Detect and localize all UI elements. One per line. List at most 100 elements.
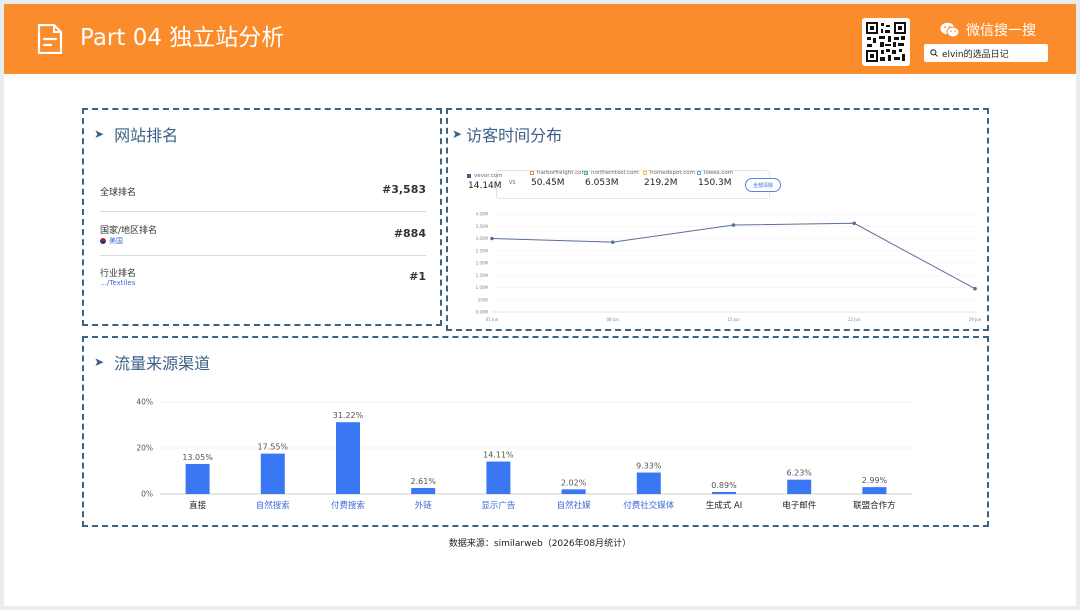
legend-item[interactable]: northerntool.com 6.053M [584, 170, 639, 188]
search-icon [930, 49, 938, 57]
category-label: 电子邮件 [782, 500, 817, 511]
wechat-search-text: 微信搜一搜 [966, 23, 1036, 39]
legend-value: 150.3M [698, 178, 732, 188]
y-tick-label: 2.50M [476, 248, 489, 253]
legend-item[interactable]: harborfreight.com 50.45M [530, 170, 587, 188]
search-input[interactable]: elvin的选品日记 [924, 44, 1048, 62]
traffic-panel: ➤ 流量来源渠道 0% 20% 40% 13.05% 直接 17.55% 自然搜索 31.22… [82, 336, 989, 527]
wechat-icon [940, 22, 960, 38]
rank-value: #1 [409, 270, 426, 283]
y-tick-label: 40% [136, 398, 153, 407]
rank-row-industry: 行业排名 …/Textiles #1 [100, 266, 426, 292]
vs-label: VS [509, 180, 516, 186]
x-tick-label: 01 Jun [486, 317, 499, 322]
bar[interactable] [260, 453, 285, 494]
data-point[interactable] [973, 286, 977, 291]
y-tick-label: 4.00M [476, 212, 489, 217]
rank-label: 国家/地区排名 [100, 226, 158, 236]
y-tick-label: 3.00M [476, 236, 489, 241]
x-tick-label: 22 Jun [848, 317, 861, 322]
legend-name: vevor.com [474, 173, 503, 179]
category-label[interactable]: 显示广告 [481, 500, 515, 511]
wechat-search-label: 微信搜一搜 [940, 20, 1036, 40]
category-label[interactable]: 自然社媒 [557, 500, 592, 511]
bar[interactable] [787, 479, 812, 494]
category-label[interactable]: 自然搜索 [256, 500, 290, 511]
legend-value: 6.053M [585, 178, 619, 188]
divider [100, 211, 426, 212]
bar-value-label: 0.89% [711, 481, 737, 490]
x-tick-label: 29 Jun [969, 317, 982, 322]
legend-swatch [467, 174, 471, 178]
legend-swatch [584, 171, 588, 175]
page-title: Part 04 独立站分析 [80, 25, 285, 51]
bar-value-label: 13.05% [182, 453, 213, 462]
bar-value-label: 6.23% [786, 469, 812, 478]
bar-value-label: 17.55% [258, 443, 289, 452]
y-tick-label: 1.50M [476, 273, 489, 278]
bar-value-label: 14.11% [483, 451, 514, 460]
bar[interactable] [486, 461, 511, 494]
data-point[interactable] [490, 236, 494, 241]
search-value: elvin的选品日记 [942, 49, 1009, 60]
legend-name: harborfreight.com [537, 170, 587, 176]
legend-item[interactable]: lowes.com 150.3M [697, 170, 733, 188]
chevron-right-icon: ➤ [94, 355, 105, 369]
visitors-title-text: 访客时间分布 [466, 126, 563, 145]
x-tick-label: 15 Jun [727, 317, 740, 322]
bar-value-label: 9.33% [636, 462, 662, 471]
y-tick-label: 1.00M [476, 285, 489, 290]
ranking-title-text: 网站排名 [114, 126, 179, 145]
bar-value-label: 2.02% [561, 478, 587, 487]
bar[interactable] [862, 487, 887, 494]
legend-value: 219.2M [644, 178, 678, 188]
y-tick-label: 3.50M [476, 224, 489, 229]
bar[interactable] [336, 422, 360, 494]
rank-sub[interactable]: 美国 [100, 236, 123, 246]
bar-value-label: 2.99% [862, 476, 888, 485]
x-tick-label: 08 Jun [606, 317, 619, 322]
data-point[interactable] [610, 240, 615, 244]
visitors-title: ➤ 访客时间分布 [452, 122, 562, 146]
visitors-line-chart: 0.00M 500K 1.00M 1.50M 2.00M 2.50M 3.00M 3.50M 4… [476, 212, 982, 323]
bar[interactable] [411, 487, 436, 494]
us-flag-icon [100, 238, 106, 244]
y-tick-label: 0% [141, 490, 153, 499]
traffic-bar-chart: 0% 20% 40% 13.05% 直接 17.55% 自然搜索 31.22% 付费搜索 2.61… [136, 398, 912, 511]
qr-code-icon [866, 22, 906, 62]
compare-box [496, 170, 770, 199]
rank-row-global: 全球排名 #3,583 [100, 183, 426, 199]
y-tick-label: 20% [136, 444, 153, 453]
bar[interactable] [636, 472, 661, 494]
rank-value: #3,583 [381, 183, 426, 196]
rank-row-country: 国家/地区排名 美国 #884 [100, 223, 426, 249]
legend-item[interactable]: homedepot.com 219.2M [643, 170, 695, 188]
bar[interactable] [712, 491, 736, 494]
rank-sub[interactable]: …/Textiles [100, 279, 136, 287]
category-label: 生成式 AI [706, 500, 743, 511]
ranking-panel: ➤ 网站排名 全球排名 #3,583 国家/地区排名 美国 #884 行业排名 … [82, 108, 442, 326]
y-tick-label: 0.00M [476, 310, 489, 315]
legend-name: homedepot.com [650, 170, 695, 176]
bar-value-label: 2.61% [410, 477, 436, 486]
legend-swatch [530, 171, 534, 175]
rank-value: #884 [393, 227, 426, 240]
qr-code [862, 18, 910, 66]
bar[interactable] [561, 489, 586, 494]
legend-value: 14.14M [468, 181, 502, 191]
legend-item[interactable]: vevor.com 14.14M [467, 173, 503, 191]
data-point[interactable] [731, 223, 736, 227]
category-label[interactable]: 外链 [415, 500, 433, 511]
rank-label: 全球排名 [100, 188, 137, 198]
data-point[interactable] [852, 221, 857, 226]
legend-swatch [697, 171, 701, 175]
traffic-title-text: 流量来源渠道 [114, 354, 211, 373]
visitors-panel: ➤ 访客时间分布 VS vevor.com 14.14M harborfreight… [446, 108, 989, 331]
source-note: 数据来源：similarweb（2026年08月统计） [448, 539, 632, 549]
clear-all-button[interactable]: 全部清除 [745, 178, 781, 192]
legend-name: northerntool.com [591, 170, 639, 176]
category-label[interactable]: 付费社交媒体 [623, 500, 675, 511]
category-label[interactable]: 付费搜索 [331, 500, 365, 511]
bar[interactable] [185, 463, 210, 494]
legend-name: lowes.com [704, 170, 734, 176]
